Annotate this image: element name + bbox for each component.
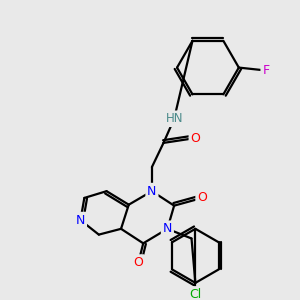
Text: HN: HN	[165, 112, 183, 125]
Text: O: O	[190, 132, 200, 145]
Text: O: O	[197, 191, 207, 204]
Text: O: O	[134, 256, 143, 269]
Text: N: N	[76, 214, 85, 226]
Text: F: F	[262, 64, 269, 77]
Text: Cl: Cl	[189, 288, 202, 300]
Text: N: N	[147, 185, 157, 198]
Text: N: N	[163, 222, 172, 235]
